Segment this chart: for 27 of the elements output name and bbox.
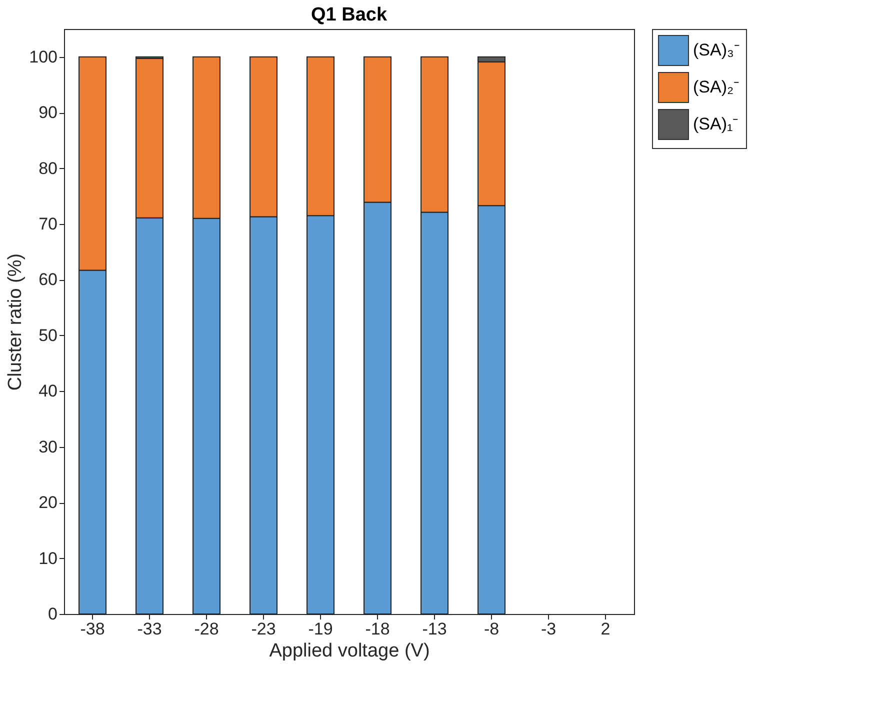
x-tick-label: -3	[540, 620, 556, 638]
x-axis-title: Applied voltage (V)	[269, 640, 430, 662]
y-tick-label: 10	[38, 548, 58, 568]
y-axis-title: Cluster ratio (%)	[5, 253, 26, 391]
chart-title: Q1 Back	[310, 4, 388, 26]
legend-label: (SA)₃⁻	[693, 40, 740, 60]
legend-label: (SA)₂⁻	[693, 78, 740, 96]
y-tick-label: 80	[38, 158, 58, 178]
y-tick-label: 50	[38, 326, 58, 345]
y-tick-label: 30	[38, 437, 58, 456]
x-tick-label: -8	[484, 620, 500, 638]
x-tick-label: -19	[308, 620, 333, 638]
y-tick-label: 100	[29, 47, 58, 66]
legend-label: (SA)₁⁻	[693, 114, 739, 134]
x-tick-label: -38	[80, 620, 105, 638]
x-tick-label: 2	[600, 620, 610, 638]
y-tick-label: 60	[38, 270, 58, 290]
x-tick-label: -23	[251, 620, 276, 638]
y-tick-label: 20	[38, 493, 58, 512]
y-tick-label: 0	[48, 604, 58, 624]
x-tick-label: -13	[422, 620, 447, 638]
y-tick-label: 70	[38, 214, 58, 234]
y-tick-label: 40	[38, 382, 58, 401]
x-tick-label: -18	[365, 620, 390, 638]
y-tick-label: 90	[38, 103, 58, 122]
x-tick-label: -28	[194, 620, 219, 638]
x-tick-label: -33	[137, 620, 162, 638]
